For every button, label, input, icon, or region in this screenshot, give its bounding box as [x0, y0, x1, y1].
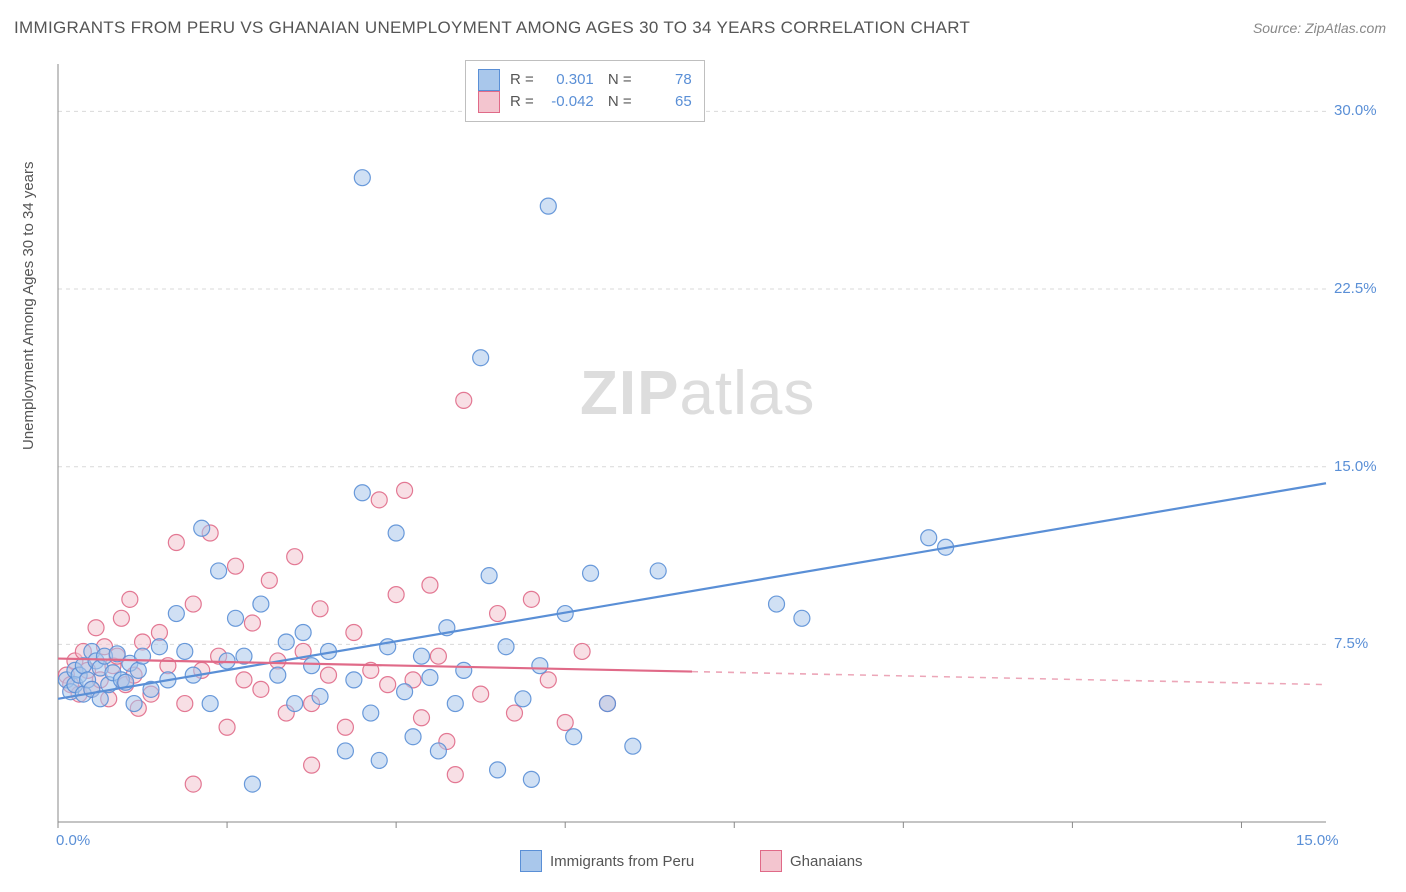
y-axis-label: Unemployment Among Ages 30 to 34 years [20, 161, 37, 450]
scatter-plot [54, 60, 1386, 840]
stats-box: R = 0.301 N = 78 R = -0.042 N = 65 [465, 60, 705, 122]
swatch-ghanaians [478, 91, 500, 113]
chart-container: IMMIGRANTS FROM PERU VS GHANAIAN UNEMPLO… [0, 0, 1406, 892]
source-label: Source: ZipAtlas.com [1253, 20, 1386, 36]
x-tick-label: 0.0% [56, 832, 90, 849]
chart-title: IMMIGRANTS FROM PERU VS GHANAIAN UNEMPLO… [14, 18, 970, 38]
legend-swatch-peru [520, 850, 542, 872]
legend-ghanaians: Ghanaians [760, 850, 863, 872]
y-tick-label: 22.5% [1334, 280, 1377, 297]
legend-peru: Immigrants from Peru [520, 850, 694, 872]
legend-label-ghanaians: Ghanaians [790, 853, 863, 870]
legend-swatch-ghanaians [760, 850, 782, 872]
legend-label-peru: Immigrants from Peru [550, 853, 694, 870]
y-tick-label: 15.0% [1334, 458, 1377, 475]
y-tick-label: 7.5% [1334, 635, 1368, 652]
swatch-peru [478, 69, 500, 91]
stats-row-peru: R = 0.301 N = 78 [478, 69, 692, 91]
y-tick-label: 30.0% [1334, 102, 1377, 119]
x-tick-label: 15.0% [1296, 832, 1339, 849]
stats-row-ghanaians: R = -0.042 N = 65 [478, 91, 692, 113]
